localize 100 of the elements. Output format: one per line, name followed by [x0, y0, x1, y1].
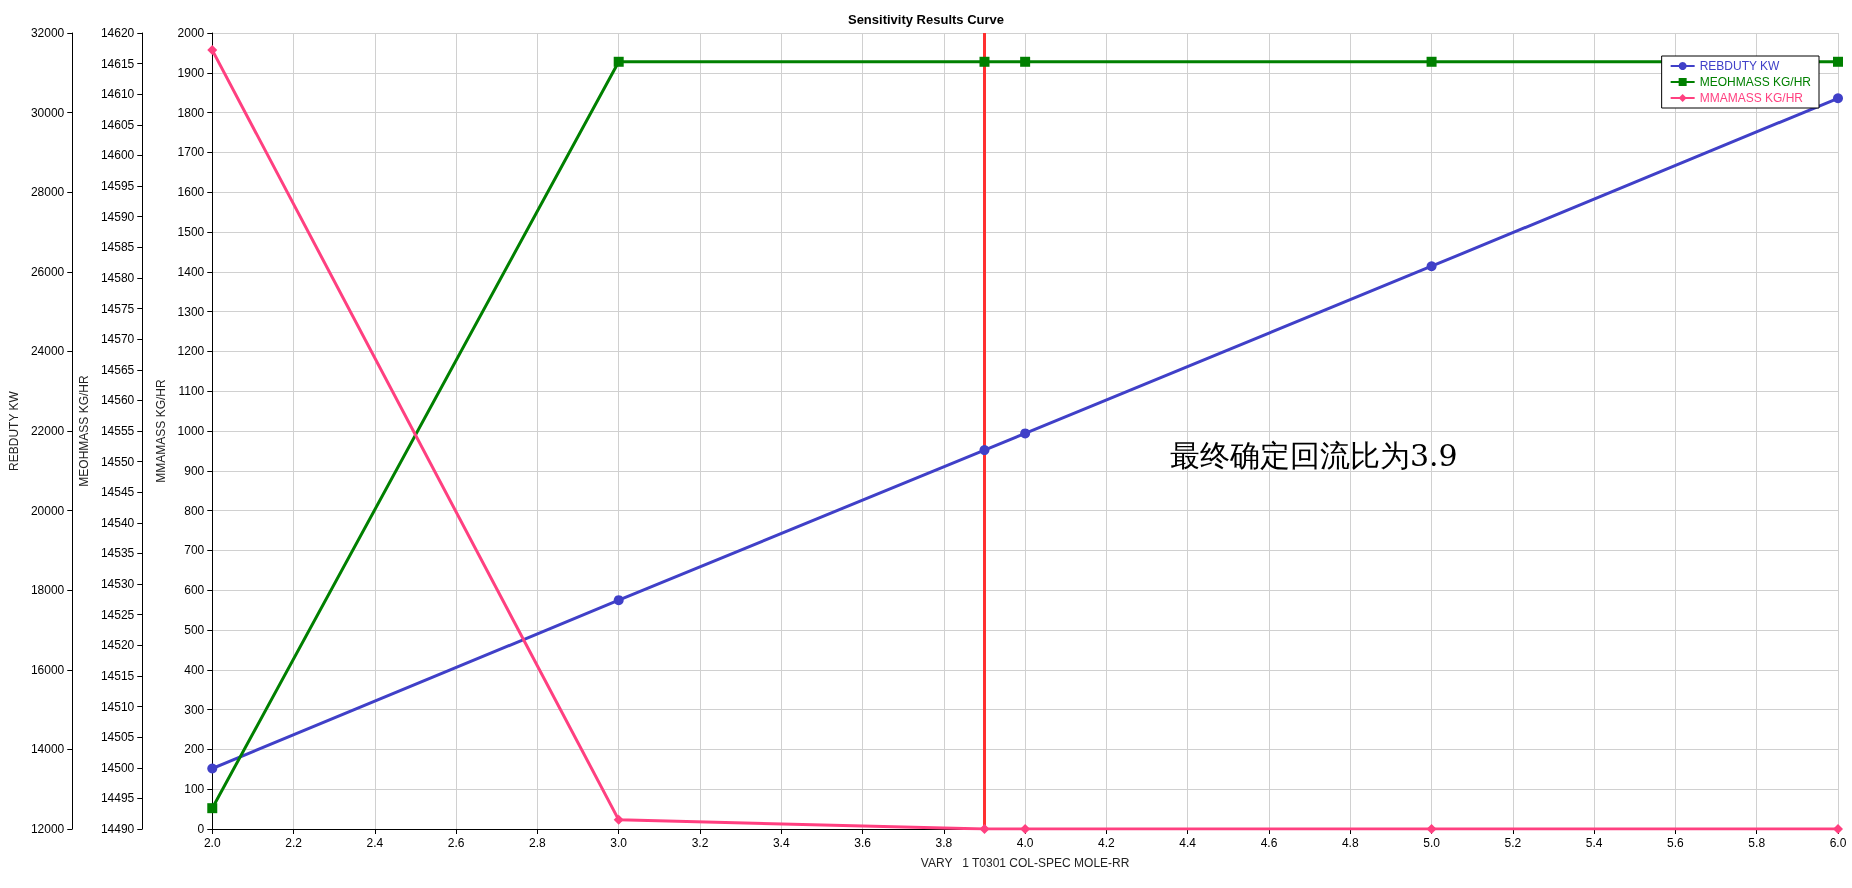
y2-tick-label: 14615: [100, 56, 135, 71]
point: [1426, 261, 1437, 272]
y-tick-label: 26000: [30, 264, 65, 279]
y3-tick-label: 800: [184, 503, 205, 518]
y3-tick-label: 1100: [178, 384, 205, 399]
chart-title: Sensitivity Results Curve: [847, 12, 1005, 27]
y2-tick-label: 14490: [100, 822, 135, 836]
x-tick-label: 4.0: [1016, 836, 1034, 850]
y3-tick-label: 1900: [177, 65, 205, 80]
x-axis-title: VARY 1 T0301 COL-SPEC MOLE-RR: [920, 856, 1130, 870]
y2-tick-label: 14600: [100, 148, 135, 163]
y2-tick-label: 14550: [100, 454, 135, 469]
y-tick-label: 14000: [30, 742, 65, 757]
y3-tick-label: 0: [197, 822, 205, 836]
y2-tick-label: 14580: [100, 270, 135, 285]
y3-tick-label: 1000: [177, 424, 205, 438]
y2-tick-label: 14565: [100, 362, 135, 377]
y2-tick-label: 14590: [100, 209, 135, 224]
y3-tick-label: 600: [184, 583, 205, 598]
y3-tick-label: 1800: [177, 105, 205, 120]
x-tick-label: 5.8: [1748, 836, 1766, 850]
y3-tick-label: 1300: [177, 304, 205, 319]
x-tick-label: 2.8: [529, 836, 547, 850]
y2-tick-label: 14495: [100, 791, 135, 806]
y3-tick-label: 300: [184, 702, 205, 717]
x-tick-label: 3.8: [935, 836, 953, 850]
point: [1426, 824, 1437, 834]
y3-tick-label: 1600: [177, 185, 205, 200]
point: [207, 763, 218, 774]
annotation: 最终确定回流比为3.9: [1170, 437, 1458, 473]
x-tick-label: 3.2: [691, 836, 709, 850]
y-tick-label: 16000: [30, 662, 65, 677]
x-tick-label: 2.4: [366, 836, 384, 850]
y2-tick-label: 14510: [100, 699, 135, 714]
y2-tick-label: 14505: [100, 730, 135, 745]
y3-tick-label: 1700: [177, 145, 205, 160]
x-tick-label: 4.4: [1179, 836, 1197, 850]
y2-tick-label: 14525: [100, 607, 135, 622]
y-tick-label: 30000: [30, 105, 65, 120]
y3-tick-label: 100: [184, 782, 205, 797]
y3-tick-label: 1400: [177, 264, 205, 279]
y3-tick-label: 400: [184, 662, 205, 677]
y2-tick-label: 14585: [100, 240, 135, 255]
y2-tick-label: 14575: [100, 301, 135, 316]
y-axis-title: REBDUTY KW: [7, 390, 21, 471]
point: [979, 824, 990, 834]
y2-tick-label: 14570: [100, 332, 135, 347]
y2-tick-label: 14560: [100, 393, 135, 408]
y2-tick-label: 14535: [100, 546, 135, 561]
y-tick-label: 32000: [30, 26, 65, 40]
y2-tick-label: 14555: [100, 424, 135, 438]
y2-tick-label: 14530: [100, 577, 135, 592]
point: [979, 445, 990, 456]
y2-tick-label: 14500: [100, 760, 135, 775]
x-tick-label: 5.6: [1667, 836, 1685, 850]
x-tick-label: 2.6: [447, 836, 465, 850]
y2-tick-label: 14595: [100, 179, 135, 194]
x-tick-label: 6.0: [1829, 836, 1847, 850]
y2-tick-label: 14520: [100, 638, 135, 653]
x-tick-label: 2.2: [285, 836, 303, 850]
legend-label: MEOHMASS KG/HR: [1699, 75, 1812, 89]
y2-tick-label: 14610: [100, 87, 135, 102]
x-tick-label: 5.4: [1585, 836, 1603, 850]
legend-label: REBDUTY KW: [1699, 59, 1781, 73]
x-tick-label: 3.6: [854, 836, 872, 850]
y-tick-label: 28000: [30, 185, 65, 200]
y3-tick-label: 500: [184, 623, 205, 637]
y3-tick-label: 900: [184, 463, 205, 478]
y2-tick-label: 14605: [100, 117, 135, 132]
x-tick-label: 5.2: [1504, 836, 1522, 850]
y3-axis-title: MMAMASS KG/HR: [153, 379, 168, 483]
x-tick-label: 3.4: [772, 836, 790, 850]
y-tick-label: 12000: [30, 822, 65, 836]
x-tick-label: 2.0: [203, 836, 221, 850]
y3-tick-label: 700: [184, 543, 205, 558]
point: [613, 814, 624, 825]
x-tick-label: 4.2: [1098, 836, 1116, 850]
y-tick-label: 24000: [30, 344, 65, 359]
y2-tick-label: 14545: [100, 485, 135, 500]
x-tick-label: 5.0: [1423, 836, 1441, 850]
y3-tick-label: 200: [184, 742, 205, 757]
point: [1833, 824, 1843, 834]
y2-tick-label: 14515: [100, 668, 135, 683]
y-tick-label: 22000: [30, 424, 65, 438]
x-tick-label: 3.0: [610, 836, 628, 850]
point: [207, 45, 218, 56]
y3-tick-label: 1500: [177, 225, 205, 239]
y3-tick-label: 1200: [177, 344, 205, 359]
y2-tick-label: 14620: [100, 26, 135, 40]
y2-axis-title: MEOHMASS KG/HR: [77, 375, 91, 487]
legend-label: MMAMASS KG/HR: [1699, 91, 1804, 105]
point: [1020, 428, 1031, 439]
point: [613, 595, 624, 606]
y2-tick-label: 14540: [100, 515, 135, 530]
y-tick-label: 20000: [30, 503, 65, 518]
y-tick-label: 18000: [30, 583, 65, 598]
y3-tick-label: 2000: [177, 26, 205, 40]
x-tick-label: 4.6: [1260, 836, 1278, 850]
point: [1833, 93, 1843, 104]
x-tick-label: 4.8: [1341, 836, 1359, 850]
